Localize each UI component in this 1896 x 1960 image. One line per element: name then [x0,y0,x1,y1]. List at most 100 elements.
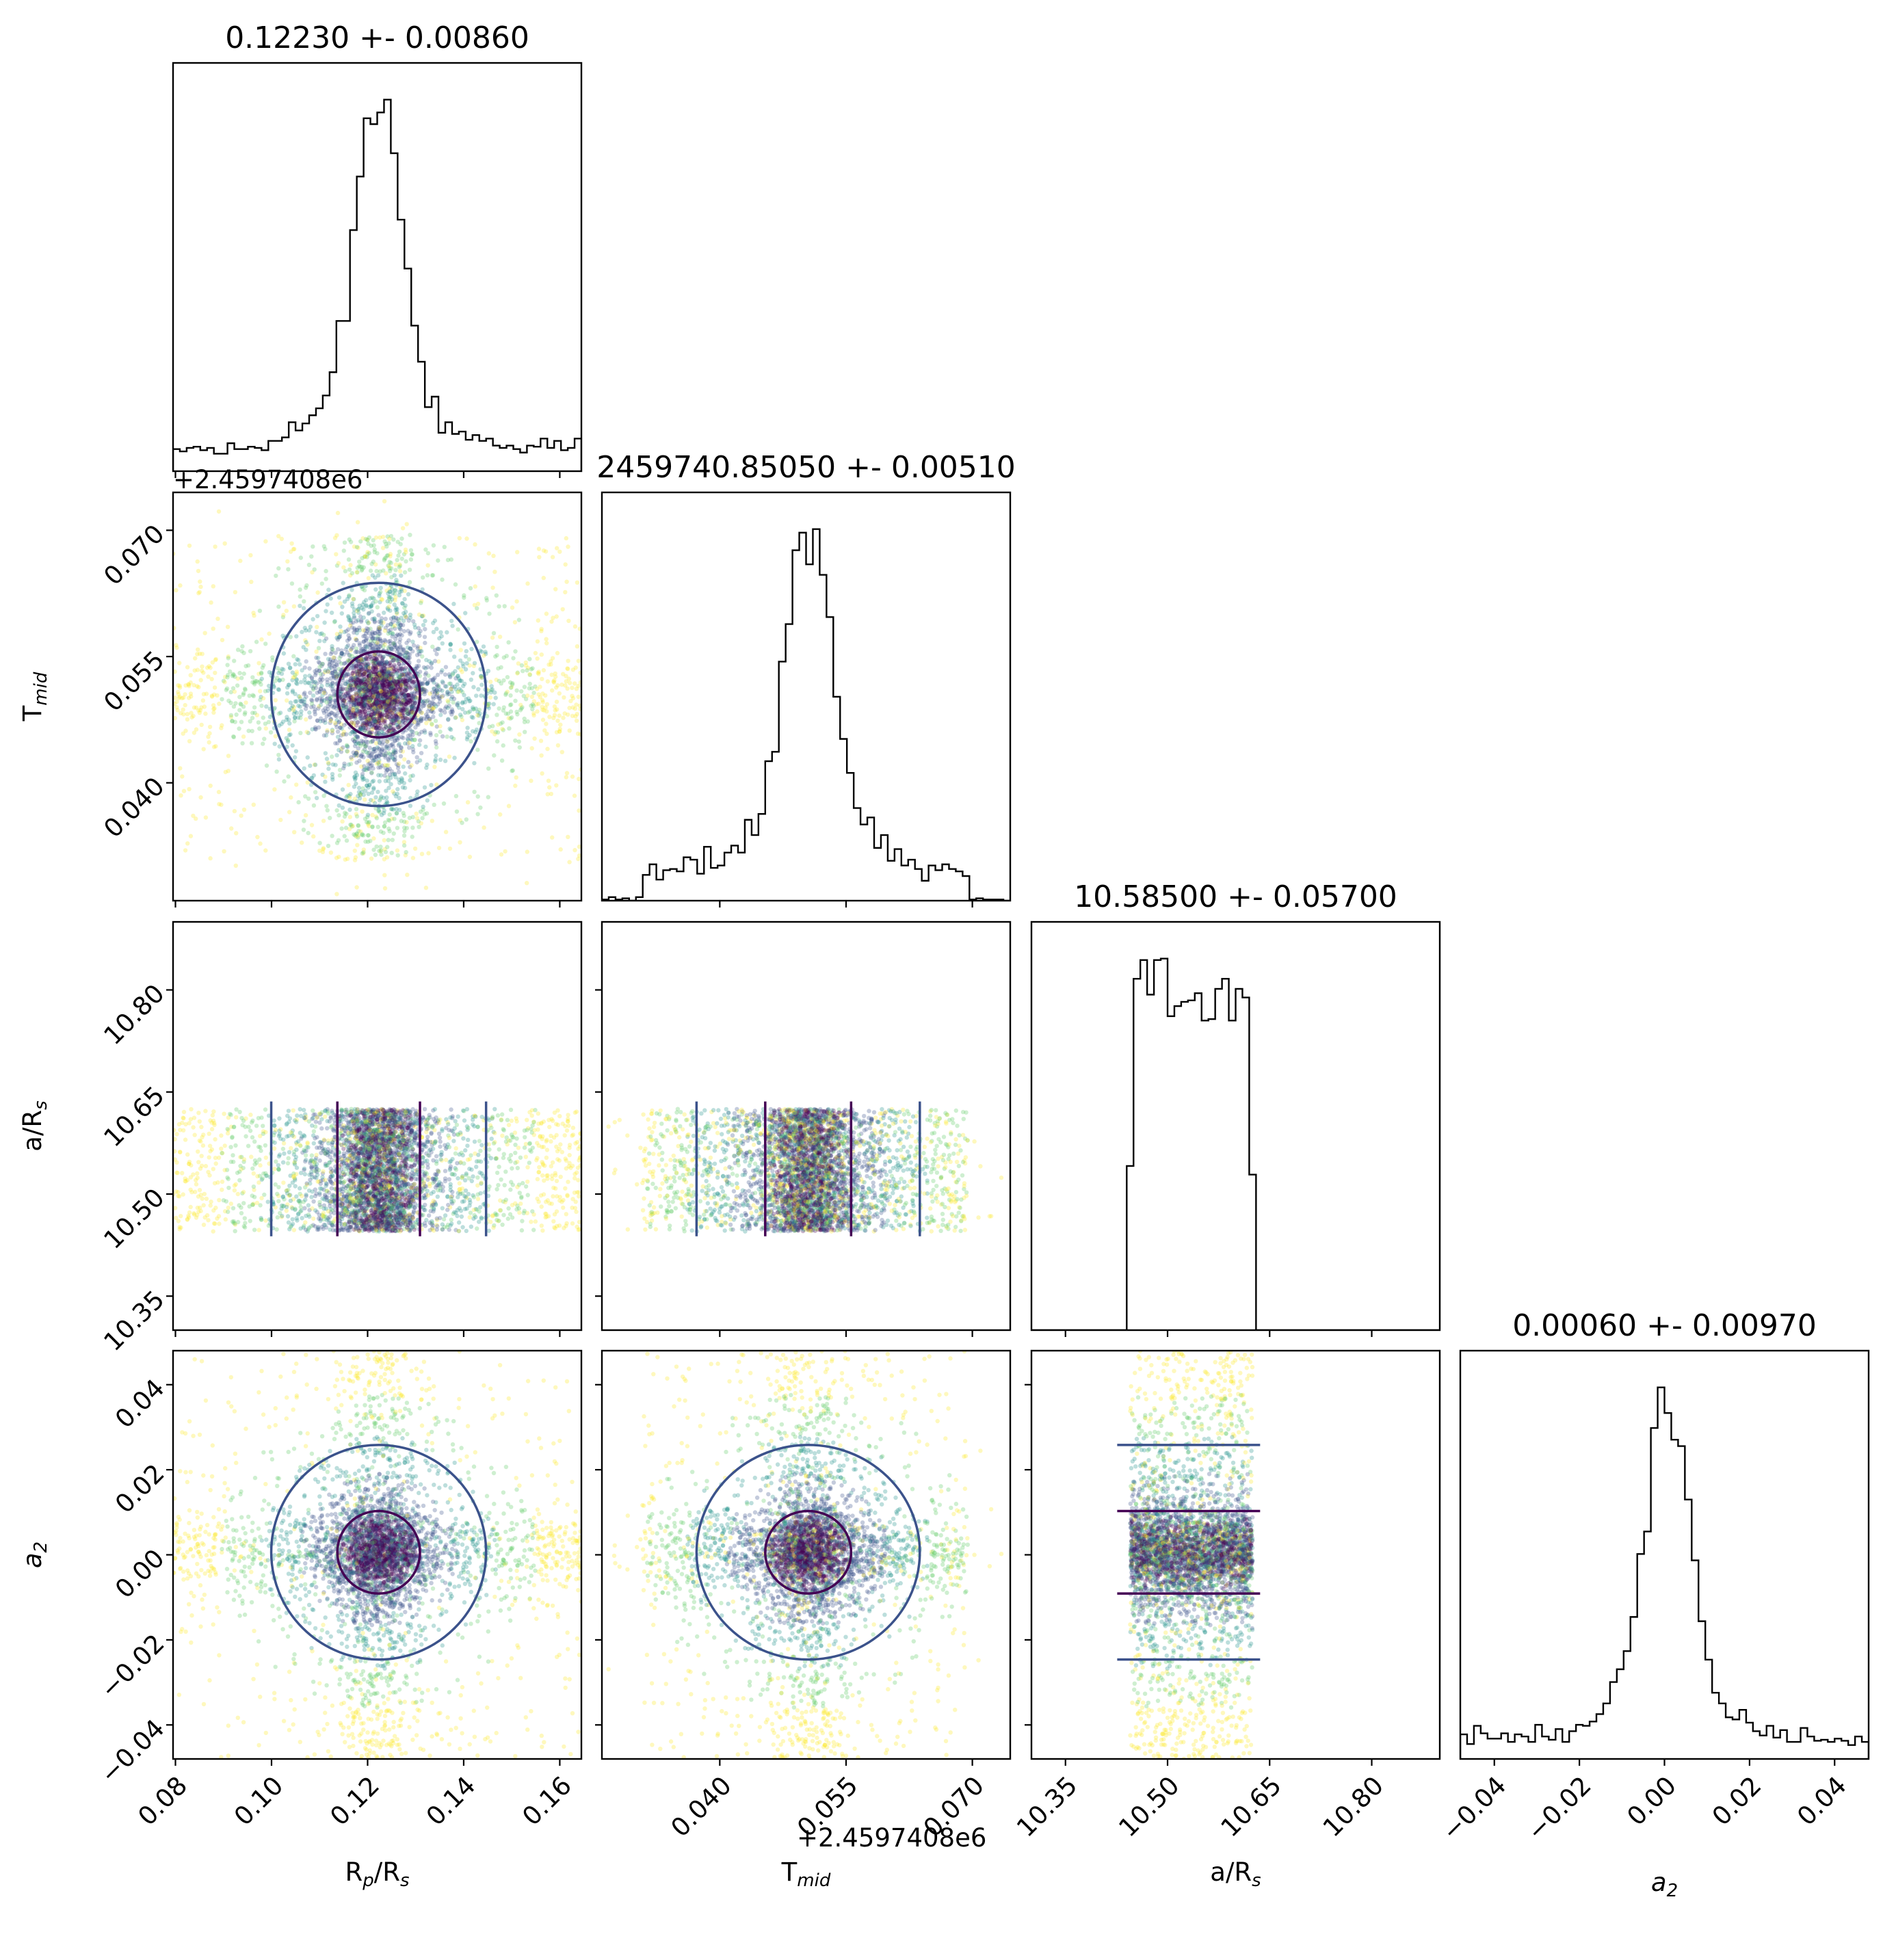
sample-point [435,646,440,651]
sample-point [365,783,369,788]
sample-point [386,677,391,682]
sample-point [263,641,268,646]
sample-point [490,724,495,728]
sample-point [417,742,422,747]
sample-point [373,852,378,858]
sample-point [313,763,318,767]
sample-point [422,691,427,697]
sample-point [352,833,358,838]
sample-point [259,694,263,700]
sample-point [276,670,281,676]
sample-point [419,730,424,734]
sample-point [261,696,266,701]
sample-point [462,693,466,698]
sample-point [362,695,367,700]
sample-point [392,817,397,821]
sample-point [350,737,356,742]
sample-point [550,835,555,840]
sample-point [400,716,406,721]
sample-point [206,734,211,739]
sample-point [215,693,220,698]
sample-point [425,563,430,568]
sample-point [382,666,387,671]
sample-point [557,726,562,732]
sample-point [361,851,366,856]
sample-point [345,596,350,602]
sample-point [349,755,354,760]
sample-point [497,706,501,711]
sample-point [459,1214,464,1219]
sample-point [399,819,404,823]
sample-point [328,596,333,601]
sample-point [380,702,384,707]
sample-point [308,763,313,768]
sample-point [263,848,268,853]
sample-point [394,810,399,816]
sample-point [438,724,443,729]
sample-point [393,750,398,755]
sample-point [315,655,321,661]
sample-point [200,664,205,669]
sample-point [366,702,371,706]
sample-point [386,838,391,843]
sample-point [439,670,444,675]
sample-point [408,804,413,808]
sample-point [212,706,217,711]
sample-point [387,668,392,674]
sample-point [388,691,393,696]
sample-point [399,778,405,782]
sample-point [174,699,179,704]
sample-point [298,704,302,709]
sample-point [384,795,389,800]
sample-point [334,718,339,723]
sample-point [340,787,345,792]
sample-point [384,685,389,690]
sample-point [554,730,559,734]
sample-point [404,702,409,706]
sample-point [403,693,408,698]
sample-point [405,700,410,705]
sample-point [306,796,311,802]
sample-point [352,698,358,702]
sample-point [373,697,378,702]
sample-point [371,685,376,689]
sample-point [276,752,281,758]
sample-point [213,657,218,663]
sample-point [335,729,341,734]
sample-point [475,794,480,799]
sample-point [295,657,300,662]
sample-point [293,673,298,678]
sample-point [404,693,409,698]
sample-point [384,715,389,720]
sample-point [423,687,427,692]
sample-point [405,873,410,877]
sample-point [397,562,402,567]
sample-point [354,678,359,683]
sample-point [377,740,382,745]
sample-point [566,666,570,672]
sample-point [377,628,382,633]
sample-point [404,698,409,704]
sample-point [372,616,377,621]
sample-point [417,633,422,638]
sample-point [225,624,231,629]
sample-point [383,724,388,729]
sample-point [383,708,389,714]
sample-point [389,697,394,702]
sample-point [370,631,375,636]
sample-point [250,693,255,698]
sample-point [272,1118,276,1123]
sample-point [549,662,553,667]
sample-point [372,619,378,624]
sample-point [353,770,358,775]
sample-point [395,658,400,663]
sample-point [513,649,518,654]
sample-point [439,634,444,639]
sample-point [554,783,559,788]
sample-point [525,668,529,673]
sample-point [187,543,192,548]
sample-point [404,708,410,713]
sample-point [370,636,376,641]
sample-point [463,667,469,672]
sample-point [531,703,536,708]
